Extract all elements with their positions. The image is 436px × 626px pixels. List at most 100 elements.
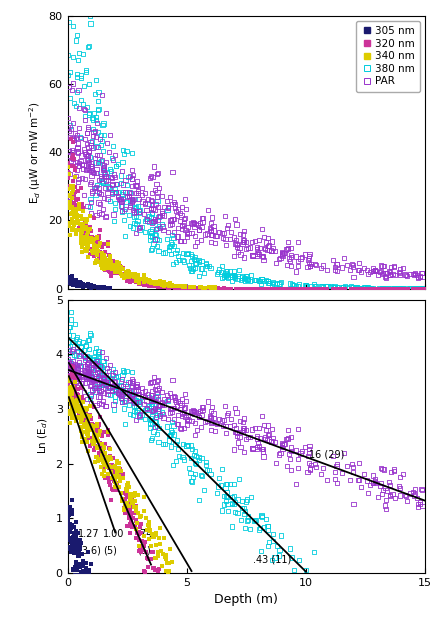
320 nm [95,233,102,243]
PAR [75,148,82,158]
Point [116,389,123,399]
PAR [254,244,261,254]
PAR [181,235,188,245]
Point [414,502,421,512]
PAR [153,179,160,189]
Point [124,503,131,513]
PAR [375,270,382,280]
320 nm [280,284,287,294]
320 nm [82,230,89,240]
PAR [85,150,92,160]
380 nm [400,283,407,293]
Point [95,436,102,446]
Point [123,366,130,376]
380 nm [383,283,390,293]
PAR [251,235,258,245]
Point [101,443,108,453]
Point [419,501,426,511]
Point [153,376,160,386]
Point [78,342,85,352]
Point [87,410,94,420]
Point [104,389,111,399]
Point [129,498,136,508]
Point [66,391,73,401]
320 nm [98,250,105,260]
PAR [89,187,96,197]
320 nm [96,232,103,242]
Point [82,563,89,573]
380 nm [120,206,127,216]
PAR [100,193,107,203]
Point [193,407,200,417]
PAR [66,197,73,207]
340 nm [90,245,97,255]
320 nm [113,266,120,276]
Point [70,406,77,416]
PAR [268,246,275,256]
320 nm [71,208,78,218]
Point [365,625,372,626]
380 nm [146,217,153,227]
Point [158,587,165,597]
320 nm [208,284,215,294]
PAR [90,128,97,138]
Point [72,373,78,383]
320 nm [160,281,167,291]
340 nm [92,255,99,265]
Point [175,396,182,406]
320 nm [127,274,134,284]
305 nm [106,283,112,293]
305 nm [72,280,79,290]
320 nm [175,282,182,292]
320 nm [92,246,99,256]
PAR [168,219,175,229]
380 nm [66,120,73,130]
340 nm [70,185,77,195]
Point [183,441,190,451]
Point [73,544,80,554]
Point [95,593,102,603]
PAR [208,225,215,235]
Point [155,394,162,404]
Point [73,546,80,556]
Point [117,476,124,486]
Point [120,505,127,515]
305 nm [66,275,73,285]
Point [167,617,174,626]
320 nm [124,272,131,282]
Point [192,451,199,461]
305 nm [80,281,87,291]
Point [127,385,134,395]
320 nm [151,280,158,290]
340 nm [109,260,116,270]
Point [397,483,404,493]
Point [318,579,325,589]
Point [107,460,114,470]
320 nm [84,232,91,242]
Point [83,369,90,379]
Point [103,363,110,373]
340 nm [179,281,186,291]
Point [273,458,280,468]
Point [90,438,97,448]
380 nm [65,17,72,27]
PAR [239,235,246,245]
Point [76,361,83,371]
Point [65,354,72,364]
380 nm [87,11,94,21]
Point [81,419,88,429]
340 nm [72,217,79,227]
Point [72,558,79,568]
320 nm [165,282,172,292]
Point [149,386,156,396]
PAR [71,135,78,145]
Point [358,482,364,492]
PAR [382,268,389,278]
Point [118,391,125,401]
Point [93,442,100,452]
305 nm [67,272,74,282]
Point [195,452,202,462]
Point [70,392,77,402]
Point [170,421,177,431]
340 nm [132,271,139,281]
